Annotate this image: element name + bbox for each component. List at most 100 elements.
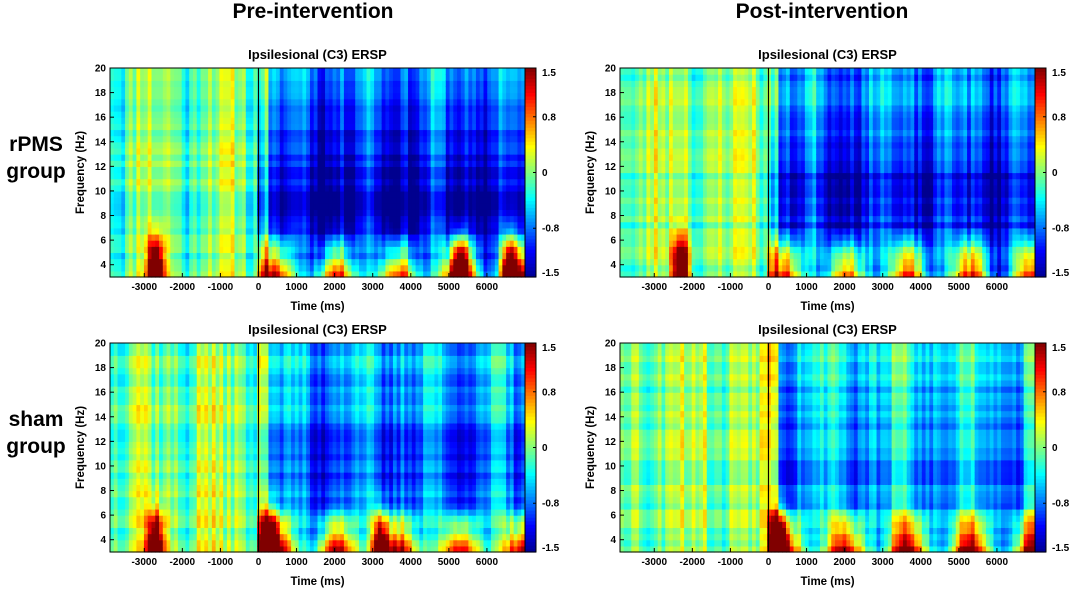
heatmap-cell [453, 216, 457, 223]
heatmap-cell [393, 117, 397, 124]
heatmap-cell [314, 148, 318, 155]
heatmap-cell [733, 228, 737, 235]
heatmap-cell [431, 222, 435, 229]
heatmap-cell [155, 197, 159, 204]
heatmap-cell [367, 142, 371, 149]
heatmap-cell [476, 265, 480, 272]
heatmap-cell [654, 216, 658, 223]
heatmap-cell [692, 234, 696, 241]
heatmap-cell [722, 259, 726, 266]
heatmap-cell [635, 203, 639, 210]
heatmap-cell [401, 222, 405, 229]
heatmap-cell [510, 216, 514, 223]
heatmap-cell [114, 259, 118, 266]
heatmap-cell [677, 216, 681, 223]
heatmap-cell [673, 209, 677, 216]
heatmap-cell [367, 99, 371, 106]
heatmap-cell [628, 179, 632, 186]
heatmap-cell [688, 228, 692, 235]
heatmap-cell [654, 154, 658, 161]
heatmap-cell [692, 166, 696, 173]
heatmap-cell [427, 129, 431, 136]
heatmap-cell [620, 216, 624, 223]
heatmap-cell [453, 74, 457, 81]
heatmap-cell [310, 216, 314, 223]
heatmap-cell [378, 209, 382, 216]
heatmap-cell [628, 136, 632, 143]
heatmap-cell [385, 80, 389, 87]
heatmap-cell [302, 234, 306, 241]
heatmap-cell [227, 191, 231, 198]
heatmap-cell [114, 191, 118, 198]
heatmap-cell [737, 216, 741, 223]
heatmap-cell [189, 228, 193, 235]
heatmap-cell [635, 234, 639, 241]
heatmap-cell [140, 179, 144, 186]
heatmap-cell [185, 197, 189, 204]
heatmap-cell [344, 259, 348, 266]
heatmap-cell [246, 197, 250, 204]
heatmap-cell [163, 265, 167, 272]
heatmap-cell [359, 129, 363, 136]
heatmap-cell [121, 209, 125, 216]
heatmap-cell [284, 123, 288, 130]
heatmap-cell [340, 216, 344, 223]
heatmap-cell [118, 179, 122, 186]
heatmap-cell [351, 111, 355, 118]
heatmap-cell [118, 166, 122, 173]
heatmap-cell [333, 99, 337, 106]
heatmap-cell [129, 185, 133, 192]
heatmap-cell [382, 191, 386, 198]
heatmap-cell [502, 99, 506, 106]
heatmap-cell [310, 99, 314, 106]
heatmap-cell [707, 185, 711, 192]
heatmap-cell [136, 240, 140, 247]
heatmap-cell [718, 252, 722, 259]
heatmap-cell [314, 99, 318, 106]
heatmap-cell [152, 240, 156, 247]
heatmap-cell [333, 209, 337, 216]
heatmap-cell [242, 136, 246, 143]
heatmap-cell [136, 129, 140, 136]
heatmap-cell [121, 197, 125, 204]
heatmap-cell [140, 185, 144, 192]
heatmap-cell [631, 173, 635, 180]
heatmap-cell [340, 240, 344, 247]
heatmap-cell [442, 123, 446, 130]
heatmap-cell [650, 216, 654, 223]
heatmap-cell [741, 136, 745, 143]
heatmap-cell [272, 246, 276, 253]
heatmap-cell [287, 179, 291, 186]
heatmap-cell [733, 68, 737, 75]
heatmap-cell [348, 80, 352, 87]
heatmap-cell [412, 197, 416, 204]
heatmap-cell [201, 203, 205, 210]
heatmap-cell [227, 179, 231, 186]
heatmap-cell [385, 142, 389, 149]
heatmap-cell [472, 234, 476, 241]
heatmap-cell [235, 203, 239, 210]
heatmap-cell [197, 166, 201, 173]
heatmap-cell [257, 240, 261, 247]
heatmap-cell [272, 117, 276, 124]
heatmap-cell [389, 142, 393, 149]
heatmap-cell [223, 240, 227, 247]
heatmap-cell [389, 234, 393, 241]
heatmap-cell [367, 117, 371, 124]
heatmap-cell [129, 68, 133, 75]
heatmap-cell [510, 154, 514, 161]
heatmap-cell [325, 234, 329, 241]
heatmap-cell [684, 68, 688, 75]
heatmap-cell [182, 80, 186, 87]
heatmap-cell [189, 222, 193, 229]
heatmap-cell [136, 166, 140, 173]
heatmap-cell [733, 246, 737, 253]
heatmap-cell [695, 259, 699, 266]
heatmap-cell [374, 209, 378, 216]
heatmap-cell [457, 246, 461, 253]
heatmap-cell [684, 148, 688, 155]
heatmap-cell [729, 185, 733, 192]
heatmap-cell [673, 166, 677, 173]
heatmap-cell [170, 117, 174, 124]
heatmap-cell [397, 74, 401, 81]
